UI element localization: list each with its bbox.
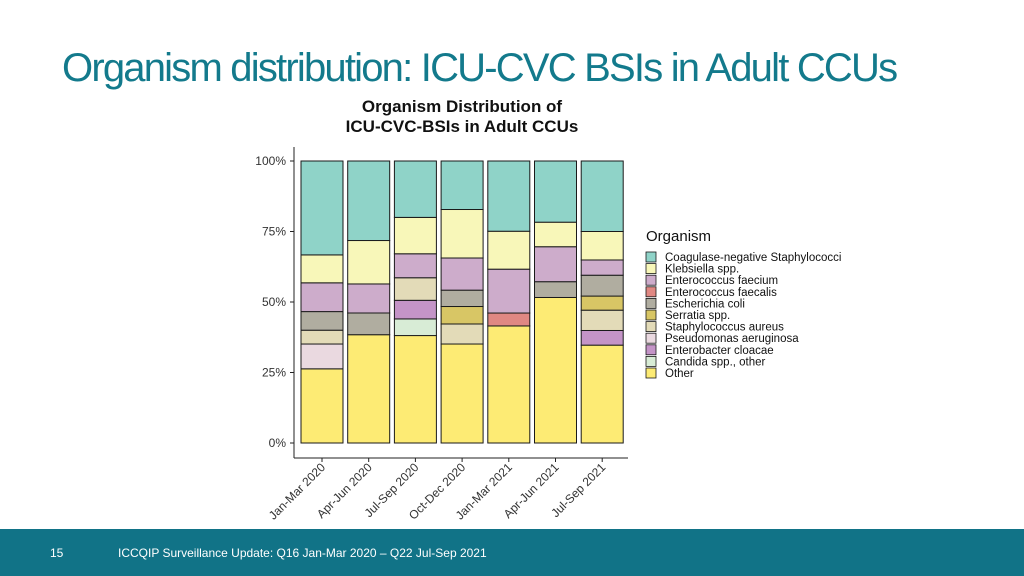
- bar-segment-enterobacter-cloacae-jul-sep-2020: [393, 299, 437, 320]
- chart-title-line-2: ICU-CVC-BSIs in Adult CCUs: [345, 117, 579, 136]
- slide-title: Organism distribution: ICU-CVC BSIs in A…: [62, 46, 898, 90]
- legend-label-other: Other: [665, 368, 694, 380]
- bar-segment-enterococcus-faecium-apr-jun-2021: [534, 246, 577, 283]
- bar-segment-serratia-spp-oct-dec-2020: [440, 306, 484, 325]
- bar-segment-staphylococcus-aureus-oct-dec-2020: [440, 323, 484, 345]
- bar-segment-escherichia-coli-jan-mar-2020: [300, 311, 344, 331]
- bar-segment-enterococcus-faecium-apr-jun-2020: [347, 283, 391, 314]
- bar-segment-coagulase-negative-staphylococci-jul-sep-2020: [393, 160, 437, 218]
- legend-swatch-other: [645, 367, 657, 379]
- y-tick-label: 0%: [269, 436, 287, 450]
- legend-swatch-pseudomonas-aeruginosa: [645, 332, 657, 344]
- chart-title-line-1: Organism Distribution of: [361, 97, 563, 116]
- y-tick-label: 100%: [255, 154, 286, 168]
- legend-label-coagulase-negative-staphylococci: Coagulase-negative Staphylococci: [665, 252, 841, 264]
- bar-segment-klebsiella-spp-apr-jun-2020: [347, 240, 391, 285]
- legend-swatch-enterococcus-faecalis: [645, 286, 657, 298]
- bar-segment-escherichia-coli-jul-sep-2021: [580, 274, 624, 297]
- bar-segment-candida-spp-other-jul-sep-2020: [393, 318, 437, 337]
- y-tick-label: 75%: [262, 225, 286, 239]
- y-tick-label: 25%: [262, 366, 286, 380]
- bar-segment-enterococcus-faecalis-jan-mar-2021: [487, 312, 531, 327]
- bar-segment-staphylococcus-aureus-jul-sep-2021: [580, 309, 624, 331]
- page-number: 15: [50, 546, 64, 560]
- bar-segment-staphylococcus-aureus-jan-mar-2020: [300, 329, 344, 345]
- bar-segment-enterococcus-faecium-jan-mar-2021: [487, 268, 531, 314]
- bar-segment-staphylococcus-aureus-jul-sep-2020: [393, 277, 437, 301]
- bar-segment-other-oct-dec-2020: [440, 343, 484, 444]
- bar-segment-other-jan-mar-2020: [300, 368, 344, 444]
- bar-segment-klebsiella-spp-jan-mar-2020: [300, 254, 344, 284]
- bar-segment-enterococcus-faecium-jul-sep-2021: [580, 259, 624, 276]
- bar-segment-pseudomonas-aeruginosa-jan-mar-2020: [300, 343, 344, 370]
- bar-segment-enterococcus-faecium-jan-mar-2020: [300, 282, 344, 313]
- bar-segment-other-apr-jun-2021: [534, 296, 577, 444]
- legend-swatch-enterococcus-faecium: [645, 274, 657, 286]
- bar-segment-escherichia-coli-apr-jun-2021: [534, 281, 577, 298]
- footer-bar: 15 ICCQIP Surveillance Update: Q16 Jan-M…: [0, 529, 1024, 576]
- bar-segment-coagulase-negative-staphylococci-jan-mar-2020: [300, 160, 344, 256]
- legend-swatch-candida-spp-other: [645, 355, 657, 367]
- legend-label-pseudomonas-aeruginosa: Pseudomonas aeruginosa: [665, 333, 799, 345]
- footer-text: ICCQIP Surveillance Update: Q16 Jan-Mar …: [118, 546, 487, 560]
- legend-swatch-enterobacter-cloacae: [645, 344, 657, 356]
- legend-label-serratia-spp: Serratia spp.: [665, 310, 730, 322]
- bar-segment-escherichia-coli-apr-jun-2020: [347, 312, 391, 336]
- bar-segment-escherichia-coli-oct-dec-2020: [440, 289, 484, 308]
- legend-swatch-klebsiella-spp: [645, 263, 657, 275]
- bar-segment-klebsiella-spp-jul-sep-2020: [393, 216, 437, 255]
- bar-segment-coagulase-negative-staphylococci-jul-sep-2021: [580, 160, 624, 232]
- legend-swatch-escherichia-coli: [645, 297, 657, 309]
- legend-label-escherichia-coli: Escherichia coli: [665, 298, 745, 310]
- bar-segment-enterococcus-faecium-jul-sep-2020: [393, 253, 437, 279]
- legend-label-enterococcus-faecalis: Enterococcus faecalis: [665, 287, 777, 299]
- bar-segment-klebsiella-spp-jan-mar-2021: [487, 230, 531, 270]
- legend-label-candida-spp-other: Candida spp., other: [665, 356, 766, 368]
- bar-segment-klebsiella-spp-jul-sep-2021: [580, 231, 624, 261]
- bar-segment-coagulase-negative-staphylococci-apr-jun-2020: [347, 160, 391, 242]
- legend-label-staphylococcus-aureus: Staphylococcus aureus: [665, 322, 784, 334]
- bar-segment-enterobacter-cloacae-jul-sep-2021: [580, 329, 624, 346]
- legend-label-enterobacter-cloacae: Enterobacter cloacae: [665, 345, 774, 357]
- legend-title: Organism: [646, 228, 711, 245]
- bar-segment-serratia-spp-jul-sep-2021: [580, 295, 624, 311]
- bar-segment-klebsiella-spp-apr-jun-2021: [534, 221, 577, 248]
- bar-segment-coagulase-negative-staphylococci-oct-dec-2020: [440, 160, 484, 211]
- legend-swatch-coagulase-negative-staphylococci: [645, 251, 657, 263]
- bar-segment-coagulase-negative-staphylococci-apr-jun-2021: [534, 160, 577, 223]
- bar-segment-enterococcus-faecium-oct-dec-2020: [440, 257, 484, 291]
- bar-segment-other-jul-sep-2020: [393, 335, 437, 444]
- bar-segment-other-apr-jun-2020: [347, 334, 391, 444]
- legend-label-klebsiella-spp: Klebsiella spp.: [665, 264, 739, 276]
- legend-label-enterococcus-faecium: Enterococcus faecium: [665, 275, 778, 287]
- legend-swatch-staphylococcus-aureus: [645, 321, 657, 333]
- y-tick-label: 50%: [262, 295, 286, 309]
- bar-segment-klebsiella-spp-oct-dec-2020: [440, 209, 484, 259]
- bar-segment-other-jul-sep-2021: [580, 344, 624, 444]
- chart-title: Organism Distribution of ICU-CVC-BSIs in…: [300, 97, 624, 137]
- bar-segment-other-jan-mar-2021: [487, 325, 531, 444]
- legend-swatch-serratia-spp: [645, 309, 657, 321]
- bar-segment-coagulase-negative-staphylococci-jan-mar-2021: [487, 160, 531, 232]
